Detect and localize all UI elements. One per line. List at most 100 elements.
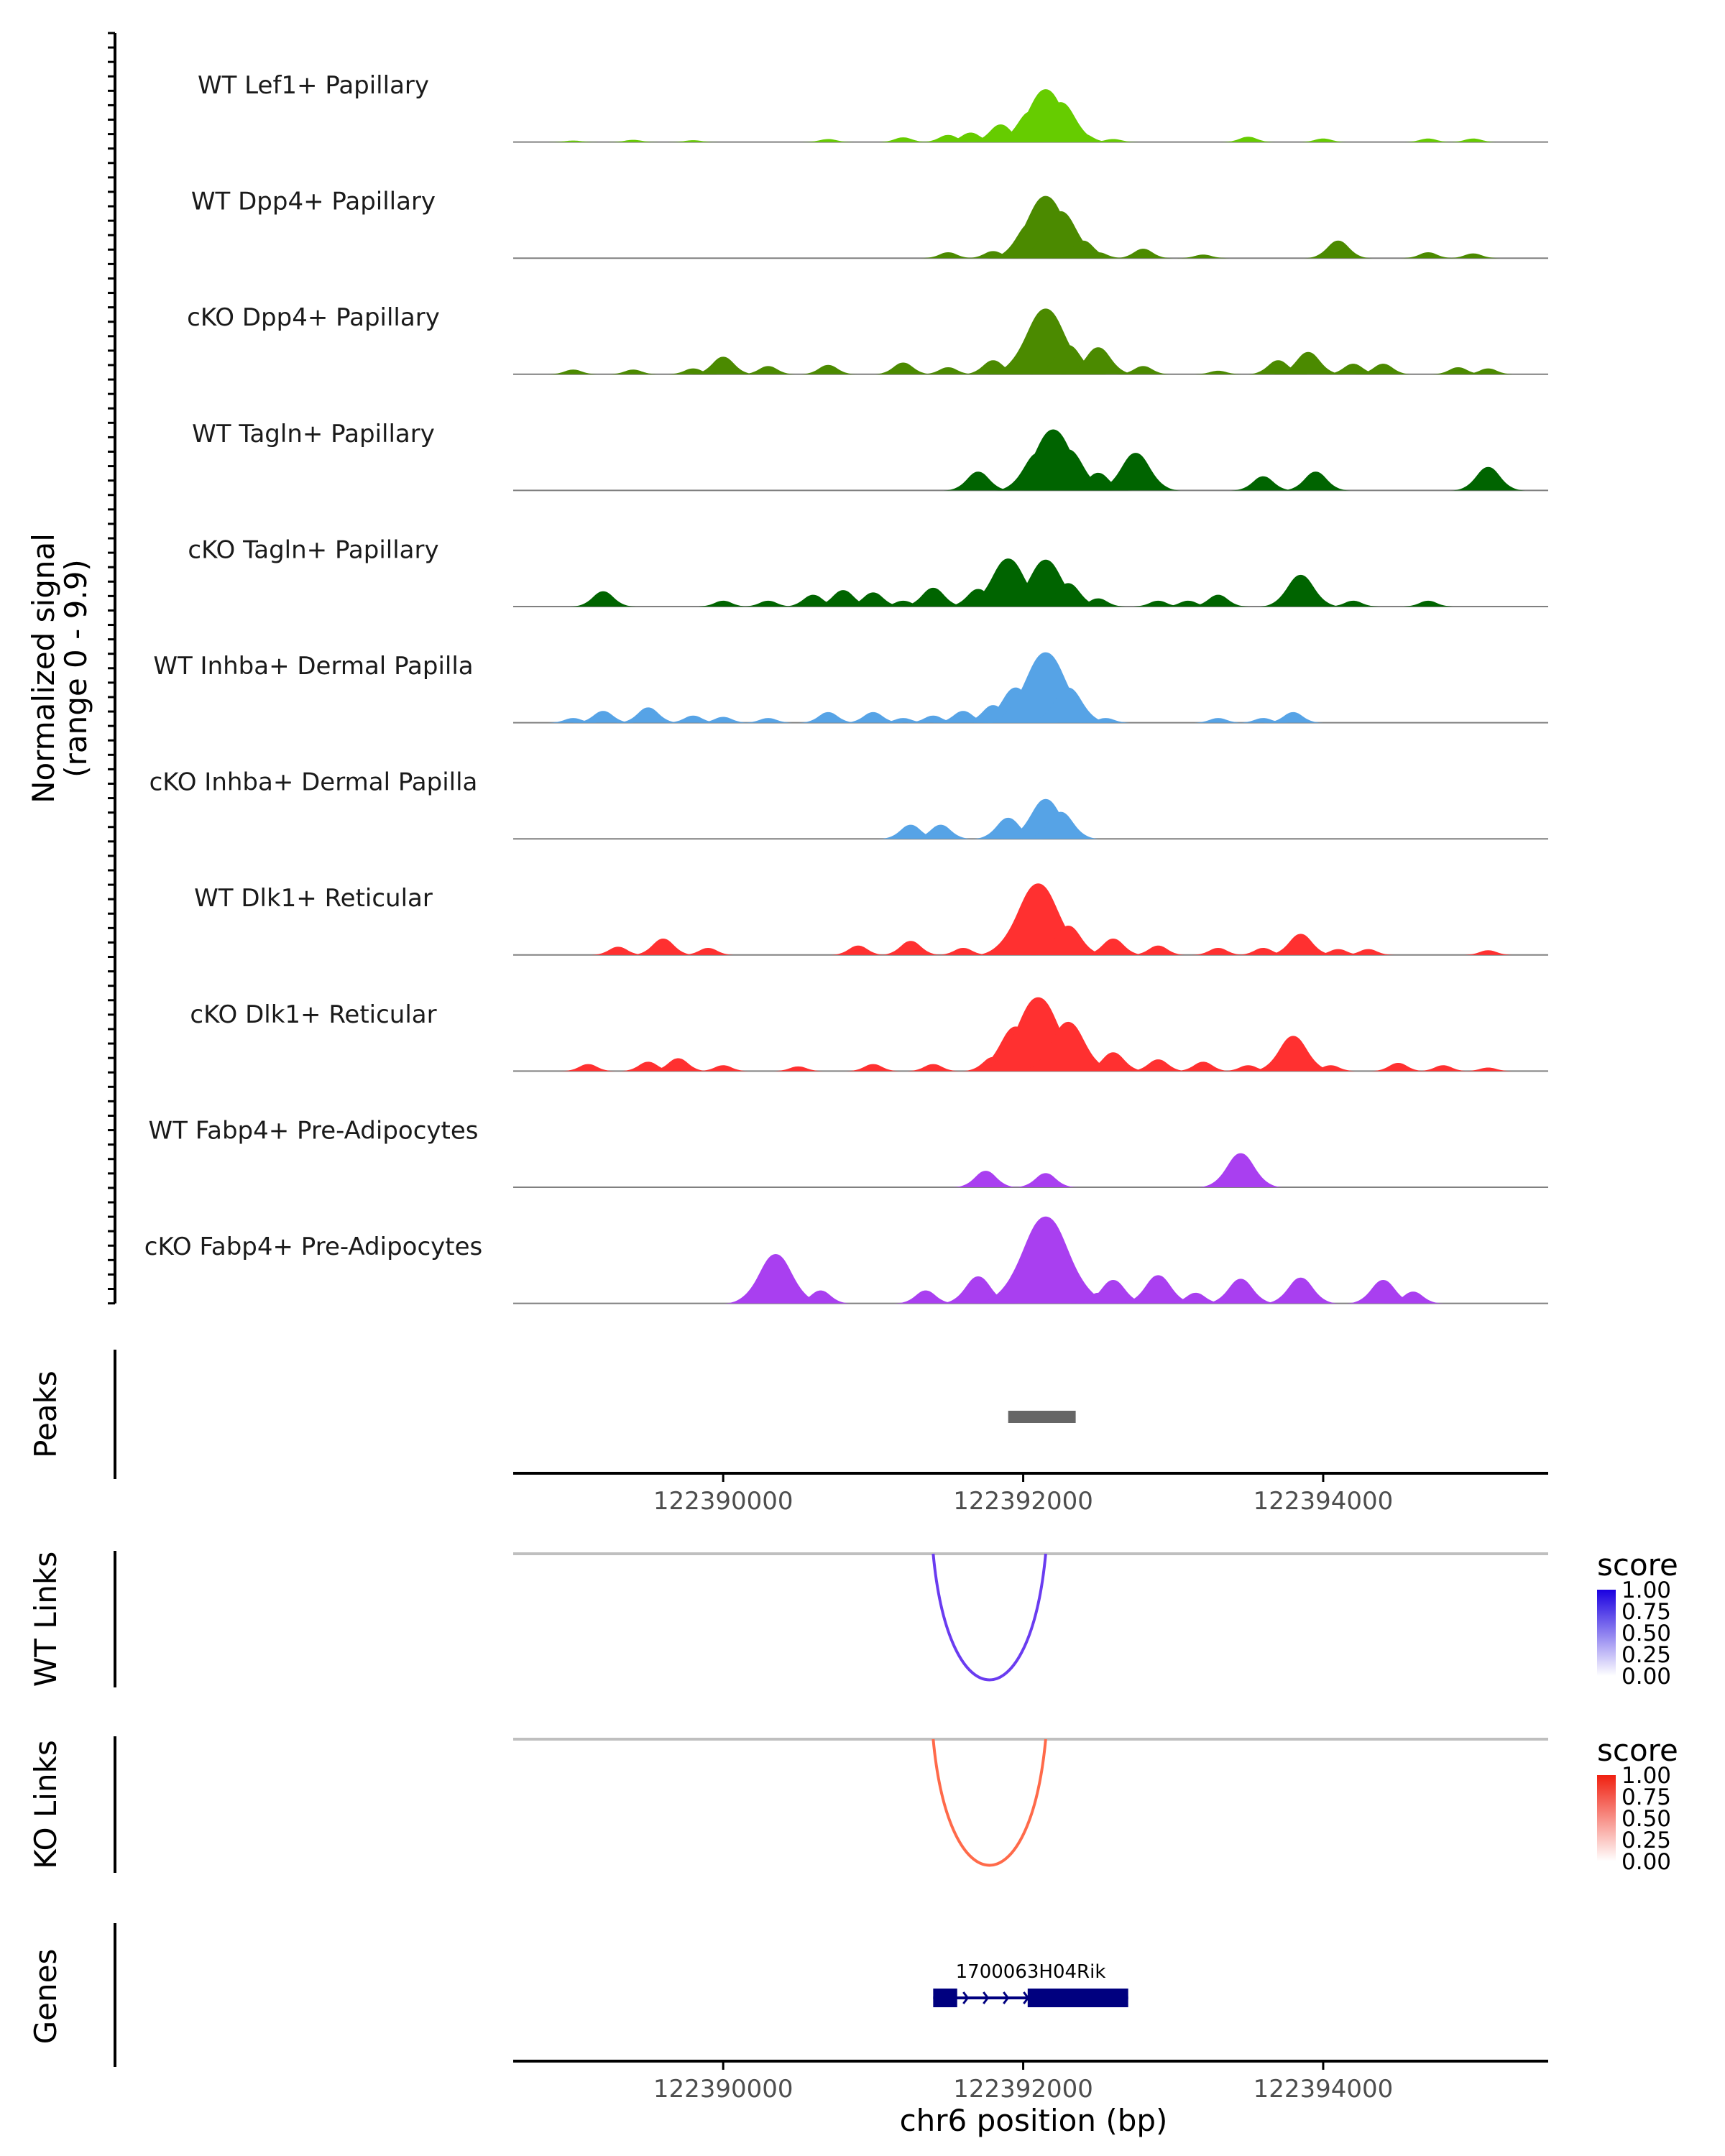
- track-cko-tagln-papillary: cKO Tagln+ Papillary: [188, 535, 1548, 607]
- coverage-peak: [1353, 364, 1414, 374]
- coverage-peak: [878, 941, 943, 955]
- coverage-peak: [1281, 471, 1351, 491]
- coverage-peak: [1430, 367, 1487, 374]
- coverage-peak: [1415, 1065, 1471, 1072]
- legend-tick-label: 0.75: [1622, 1599, 1671, 1625]
- coverage-peak: [1400, 600, 1456, 607]
- coverage-peak: [1070, 252, 1126, 259]
- x-tick-label: 122394000: [1254, 1487, 1394, 1516]
- strand-arrow: [983, 1991, 990, 2004]
- coverage-peak: [1059, 347, 1138, 374]
- coverage-peak: [572, 711, 635, 723]
- track-label: cKO Inhba+ Dermal Papilla: [150, 768, 478, 797]
- coverage-peak: [1014, 102, 1108, 142]
- coverage-peak: [1127, 1059, 1190, 1072]
- signal-axis-title: Normalized signal: [26, 533, 61, 803]
- coverage-peak: [1340, 949, 1397, 955]
- legend-tick-label: 0.25: [1622, 1828, 1671, 1853]
- signal-axis-range: (range 0 - 9.9): [58, 559, 93, 778]
- coverage-peak: [1078, 718, 1133, 723]
- track-label: WT Inhba+ Dermal Papilla: [153, 652, 473, 681]
- coverage-peak: [1173, 1061, 1233, 1072]
- coverage-peak: [589, 946, 648, 955]
- x-axis-title: chr6 position (bp): [900, 2103, 1168, 2138]
- coverage-peak: [1271, 351, 1346, 374]
- track-cko-dlk1-reticular: cKO Dlk1+ Reticular: [190, 997, 1548, 1072]
- coverage-peak: [920, 252, 976, 259]
- genes-label: Genes: [28, 1949, 63, 2045]
- track-cko-fabp4-pre-adipocytes: cKO Fabp4+ Pre-Adipocytes: [144, 1216, 1548, 1304]
- coverage-peak: [1450, 466, 1526, 491]
- legend-title: score: [1597, 1547, 1678, 1583]
- strand-arrow: [962, 1991, 970, 2004]
- coverage-peak: [689, 356, 758, 374]
- gene-exon: [1027, 1989, 1128, 2007]
- links-label: WT Links: [28, 1552, 63, 1687]
- coverage-peak: [1130, 600, 1186, 607]
- coverage-peak: [665, 715, 722, 723]
- coverage-peak: [548, 140, 599, 142]
- track-wt-tagln-papillary: WT Tagln+ Papillary: [192, 420, 1548, 492]
- coverage-peak: [1369, 1062, 1427, 1072]
- coverage-peak: [943, 471, 1013, 491]
- coverage-peak: [570, 591, 636, 607]
- coverage-peak: [1021, 811, 1100, 839]
- coverage-peak: [841, 592, 906, 607]
- coverage-peak: [1090, 453, 1181, 491]
- legend-tick-label: 0.50: [1622, 1621, 1671, 1646]
- peaks-panel: Peaks: [28, 1350, 1076, 1479]
- coverage-peak: [798, 711, 859, 723]
- track-cko-dpp4-papillary: cKO Dpp4+ Papillary: [187, 303, 1548, 375]
- x-tick-label: 122394000: [1254, 2075, 1394, 2104]
- coverage-peak: [770, 1066, 826, 1072]
- coverage-peak: [1054, 134, 1113, 142]
- coverage-peak: [1310, 949, 1366, 955]
- coverage-tracks: WT Lef1+ Papillary WT Dpp4+ Papillary cKO …: [144, 71, 1548, 1304]
- coverage-peak: [1016, 1021, 1120, 1072]
- track-label: cKO Dlk1+ Reticular: [190, 1000, 436, 1029]
- track-label: cKO Fabp4+ Pre-Adipocytes: [144, 1233, 483, 1261]
- x-tick-label: 122390000: [653, 1487, 794, 1516]
- coverage-peak: [1259, 574, 1343, 607]
- coverage-peak: [741, 718, 796, 723]
- peak-region: [1008, 1411, 1076, 1423]
- coverage-peak: [1087, 139, 1140, 142]
- links-label: KO Links: [28, 1740, 63, 1869]
- legend-tick-label: 0.75: [1622, 1784, 1671, 1810]
- track-label: WT Dlk1+ Reticular: [194, 884, 433, 913]
- link-arc: [932, 1553, 1047, 1682]
- coverage-peak: [1202, 1279, 1279, 1304]
- coverage-peak: [908, 824, 973, 839]
- coverage-peak: [799, 364, 858, 374]
- coverage-peak: [904, 1064, 962, 1072]
- coverage-peak: [1249, 1036, 1338, 1072]
- track-wt-lef1-papillary: WT Lef1+ Papillary: [198, 71, 1548, 143]
- coverage-peak: [1075, 1279, 1151, 1304]
- coverage-peak: [1187, 594, 1249, 607]
- coverage-peak: [1230, 476, 1296, 491]
- coverage-peak: [1325, 600, 1381, 607]
- coverage-peak: [1177, 254, 1230, 259]
- coverage-peak: [695, 717, 751, 723]
- legend-colorbar: [1597, 1590, 1616, 1676]
- coverage-peak: [695, 1065, 751, 1072]
- coverage-peak: [1197, 1153, 1284, 1187]
- coverage-peak: [1128, 945, 1188, 955]
- x-axis-upper: 122390000 122392000 122394000: [513, 1472, 1548, 1516]
- genes-panel: Genes 1700063H04Rik: [28, 1923, 1128, 2067]
- coverage-peak: [876, 137, 931, 142]
- coverage-peak: [1297, 138, 1350, 142]
- gene-exon: [933, 1989, 957, 2007]
- coverage-peak: [1460, 368, 1517, 374]
- coverage-peak: [842, 711, 903, 723]
- track-label: WT Lef1+ Papillary: [198, 71, 429, 100]
- coverage-peak: [679, 948, 737, 955]
- track-wt-inhba-dermal-papilla: WT Inhba+ Dermal Papilla: [153, 652, 1548, 724]
- track-label: cKO Dpp4+ Papillary: [187, 303, 440, 332]
- coverage-peak: [1446, 253, 1501, 259]
- coverage-peak: [1118, 1275, 1198, 1304]
- coverage-peak: [845, 1064, 902, 1072]
